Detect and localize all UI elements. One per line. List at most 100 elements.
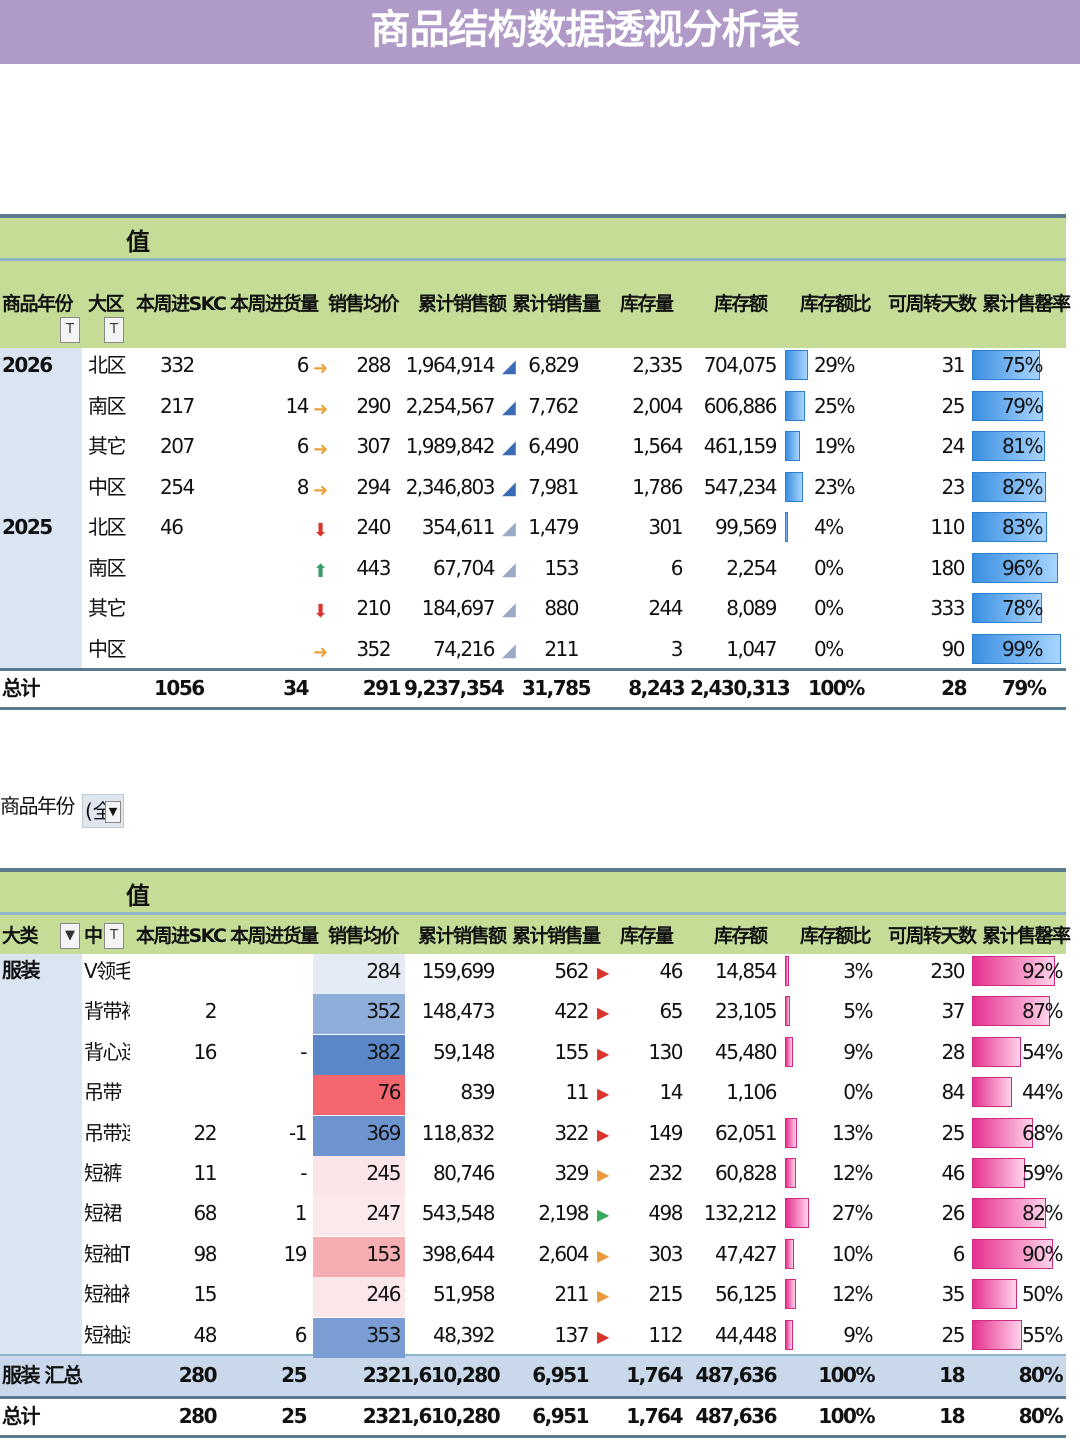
row-sell: 68% xyxy=(1022,1120,1063,1145)
row-vol: 7,981 xyxy=(528,474,579,499)
row-qty: -1 xyxy=(289,1120,307,1145)
row-skc: 22 xyxy=(193,1120,218,1145)
row-region: 北区 xyxy=(88,515,127,539)
row-price: 76 xyxy=(377,1080,402,1105)
year-filter-dropdown[interactable]: (全 ▼ xyxy=(82,794,124,828)
row-vol: 1,479 xyxy=(528,515,579,539)
subtotal-days: 18 xyxy=(939,1363,965,1387)
row-qty: - xyxy=(300,1039,307,1064)
ratio-bar xyxy=(785,1238,794,1269)
signal-bars-icon: ◢ xyxy=(502,639,516,661)
row-stock: 130 xyxy=(648,1039,683,1064)
column-header: 本周进货量 xyxy=(230,925,319,947)
grand-total-skc: 280 xyxy=(178,1404,218,1428)
chevron-down-icon[interactable]: ▼ xyxy=(60,923,80,949)
total-sales: 9,237,354 xyxy=(404,676,505,700)
filter-icon[interactable]: T xyxy=(104,923,124,949)
row-sales: 80,746 xyxy=(433,1161,495,1185)
subtotal-stock: 1,764 xyxy=(626,1363,683,1387)
sell-through-bar xyxy=(972,431,1045,461)
flag-icon: ▶ xyxy=(597,1326,610,1346)
grand-total-vol: 6,951 xyxy=(532,1404,589,1428)
grand-total-label: 总计 xyxy=(2,1404,41,1428)
filter-icon[interactable]: T xyxy=(60,317,80,343)
column-header: 商品年份 xyxy=(2,293,74,315)
row-stock-amt: 1,047 xyxy=(726,636,777,661)
sell-through-bar xyxy=(972,390,1044,421)
row-stock-amt: 47,427 xyxy=(715,1241,777,1266)
row-sales: 51,958 xyxy=(433,1282,495,1307)
trend-arrow-icon: ⬇ xyxy=(313,520,329,541)
ratio-bar xyxy=(785,1198,810,1229)
row-stock: 2,335 xyxy=(632,353,683,377)
row-sell: 90% xyxy=(1022,1241,1063,1266)
row-stock: 232 xyxy=(648,1161,683,1185)
row-days: 23 xyxy=(941,474,966,499)
row-ratio: 13% xyxy=(832,1120,873,1145)
row-price: 443 xyxy=(356,555,391,580)
chevron-down-icon[interactable]: ▼ xyxy=(105,801,121,823)
signal-bars-icon: ◢ xyxy=(502,437,516,458)
row-skc xyxy=(150,951,216,991)
flag-icon: ▶ xyxy=(597,1003,610,1023)
row-stock: 112 xyxy=(648,1322,683,1347)
row-days: 25 xyxy=(941,1322,966,1347)
row-ratio: 0% xyxy=(814,555,844,580)
subtotal-ratio: 100% xyxy=(818,1363,875,1387)
title-bar: 商品结构数据透视分析表 xyxy=(0,0,1080,64)
sell-through-bar xyxy=(972,956,1055,986)
row-qty xyxy=(240,1072,306,1112)
filter-icon[interactable]: T xyxy=(104,317,124,343)
row-stock-amt: 1,106 xyxy=(726,1080,777,1105)
row-sell: 50% xyxy=(1022,1282,1063,1307)
category-label-column xyxy=(0,954,82,1354)
row-days: 25 xyxy=(941,393,966,418)
category-label: 服装 xyxy=(2,958,41,982)
row-price: 245 xyxy=(366,1161,401,1185)
column-header: 可周转天数 xyxy=(888,925,977,947)
row-stock-amt: 60,828 xyxy=(715,1161,777,1185)
total-days: 28 xyxy=(941,676,967,700)
ratio-bar xyxy=(785,512,789,542)
trend-arrow-icon: ⬇ xyxy=(313,601,329,622)
row-stock: 215 xyxy=(648,1282,683,1307)
column-header: 本周进SKC xyxy=(136,293,227,315)
sell-through-bar xyxy=(972,471,1046,502)
row-sales: 839 xyxy=(460,1080,495,1105)
column-header: 累计销售量 xyxy=(512,293,601,315)
row-stock: 149 xyxy=(648,1120,683,1145)
signal-bars-icon: ◢ xyxy=(502,558,516,580)
row-mid-category: 吊带连 xyxy=(84,1120,130,1145)
row-stock-amt: 62,051 xyxy=(715,1120,777,1145)
row-skc: 98 xyxy=(193,1241,218,1266)
row-stock: 303 xyxy=(648,1241,683,1266)
row-days: 24 xyxy=(941,434,966,458)
row-sales: 74,216 xyxy=(433,636,495,661)
flag-icon: ▶ xyxy=(597,1043,610,1063)
row-price: 353 xyxy=(366,1322,401,1347)
row-stock: 6 xyxy=(670,555,684,580)
row-sales: 159,699 xyxy=(421,959,496,983)
row-sales: 59,148 xyxy=(433,1039,495,1064)
row-price: 246 xyxy=(366,1282,401,1307)
column-header: 可周转天数 xyxy=(888,293,977,315)
row-days: 84 xyxy=(941,1080,966,1105)
flag-icon: ▶ xyxy=(597,1124,610,1144)
row-ratio: 5% xyxy=(843,999,873,1024)
sell-through-bar xyxy=(972,633,1062,664)
sell-through-bar xyxy=(972,1158,1026,1188)
grand-total-price: 232 xyxy=(362,1404,402,1428)
total-sell: 79% xyxy=(1002,676,1047,700)
ratio-bar xyxy=(785,390,805,421)
column-header: 中 xyxy=(84,925,103,947)
row-ratio: 3% xyxy=(843,959,873,983)
row-skc: 68 xyxy=(193,1201,218,1226)
column-header: 销售均价 xyxy=(328,293,400,315)
row-skc: 217 xyxy=(160,393,195,418)
table2-total-row xyxy=(0,1396,1066,1438)
row-days: 180 xyxy=(930,555,965,580)
header-row-2: 大类 中 本周进SKC 本周进货量 销售均价 累计销售额 累计销售量 库存量 库存额 库存额比 可周… xyxy=(0,912,1071,954)
row-days: 46 xyxy=(941,1161,966,1185)
row-price: 352 xyxy=(356,636,391,661)
values-row-1: 值 xyxy=(0,214,1066,258)
